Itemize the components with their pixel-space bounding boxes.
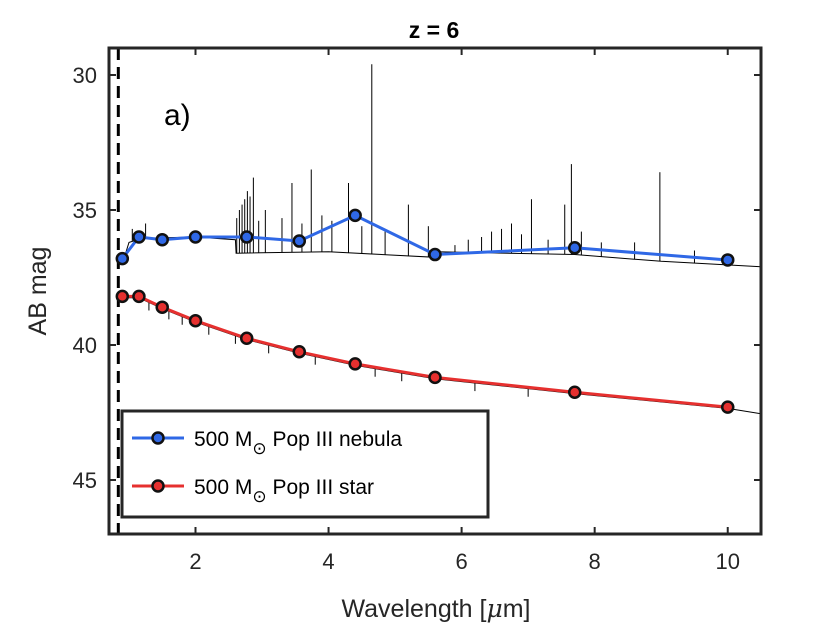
legend-marker-star (151, 479, 165, 493)
legend: 500 M⊙ Pop III nebula 500 M⊙ Pop III sta… (120, 409, 490, 519)
series-layer (115, 208, 735, 414)
plot-frame (107, 46, 763, 536)
data-point (239, 331, 254, 345)
x-tick-label: 6 (455, 549, 467, 574)
data-point (292, 345, 307, 359)
data-point (720, 400, 735, 414)
data-point (132, 230, 146, 244)
y-tick-label: 30 (73, 63, 97, 88)
data-point (188, 230, 203, 244)
chart-title: z = 6 (409, 17, 460, 43)
legend-label-nebula: 500 M⊙ Pop III nebula (194, 428, 402, 458)
data-point (132, 289, 146, 304)
y-tick-label: 40 (73, 333, 97, 358)
nebula-spectrum (121, 236, 761, 268)
y-axis: 30 35 40 45 (73, 63, 761, 493)
data-point (428, 247, 442, 262)
data-point (428, 370, 442, 385)
data-point (239, 230, 254, 244)
x-axis: 2 4 6 8 10 (189, 48, 740, 574)
x-tick-label: 10 (715, 549, 739, 574)
x-axis-label: Wavelength [μm] (341, 594, 530, 623)
y-tick-label: 35 (73, 198, 97, 223)
data-point (567, 241, 582, 255)
data-point (115, 251, 130, 266)
x-tick-label: 4 (322, 549, 334, 574)
series-line-1 (122, 294, 728, 409)
x-tick-label: 8 (589, 549, 601, 574)
series-line-0 (121, 213, 728, 262)
legend-box (120, 409, 490, 519)
legend-marker-nebula (151, 431, 165, 445)
data-point (188, 313, 203, 328)
data-point (567, 385, 582, 399)
data-point (115, 289, 130, 304)
data-point (292, 234, 307, 248)
y-axis-label: AB mag (24, 247, 52, 336)
legend-label-star: 500 M⊙ Pop III star (194, 476, 374, 506)
y-tick-label: 45 (73, 468, 97, 493)
star-spectrum (122, 297, 761, 415)
data-point (155, 300, 169, 314)
data-point (155, 232, 169, 247)
data-point (348, 357, 362, 371)
panel-annotation: a) (164, 99, 191, 132)
data-point (348, 208, 362, 223)
data-point (720, 253, 735, 267)
model-spectra (121, 64, 761, 415)
x-tick-label: 2 (189, 549, 201, 574)
